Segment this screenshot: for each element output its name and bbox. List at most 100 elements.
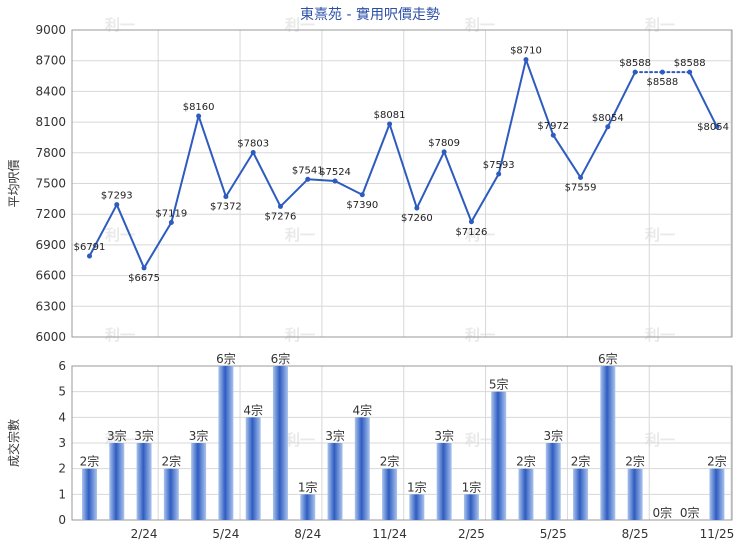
- x-tick-label: 11/25: [700, 527, 735, 541]
- line-data-label: $7390: [346, 200, 378, 211]
- bar-y-tick-label: 4: [58, 410, 66, 424]
- bar: [545, 443, 561, 520]
- line-y-tick-label: 8700: [35, 54, 66, 68]
- line-y-tick-label: 6300: [35, 299, 66, 313]
- line-y-tick-label: 7800: [35, 146, 66, 160]
- line-point: [277, 203, 283, 209]
- bar-data-label: 5宗: [489, 377, 509, 392]
- bar: [382, 468, 398, 520]
- line-point: [468, 219, 474, 225]
- watermark-text: 利一: [645, 226, 675, 244]
- line-data-label: $7524: [319, 167, 351, 178]
- bar-data-label: 1宗: [462, 479, 482, 494]
- line-data-label: $7126: [456, 227, 488, 238]
- bar: [709, 468, 725, 520]
- line-segment: [361, 123, 391, 196]
- line-segment: [415, 150, 446, 210]
- x-tick-label: 2/25: [458, 527, 485, 541]
- line-point: [250, 149, 256, 155]
- bar-y-tick-label: 6: [58, 359, 66, 373]
- line-segment: [224, 151, 255, 198]
- line-segment: [688, 71, 718, 128]
- line-point: [114, 202, 120, 208]
- line-point: [141, 265, 147, 271]
- x-tick-label: 11/24: [372, 527, 407, 541]
- line-point: [523, 57, 529, 63]
- x-tick-label: 8/24: [294, 527, 321, 541]
- line-data-label: $6791: [74, 242, 106, 253]
- line-data-label: $7260: [401, 213, 433, 224]
- bar-data-label: 6宗: [216, 351, 236, 366]
- line-segment: [524, 58, 555, 137]
- line-data-label: $7559: [565, 182, 597, 193]
- line-point: [687, 69, 693, 75]
- bar-panel: 6 5 4 3 2 1 0 成交宗數 2宗 3宗 3宗 2宗 3宗 6宗 4宗 6宗 1宗 3宗 4宗 2宗 1宗 3宗 1…: [6, 351, 734, 541]
- line-data-label: $8588: [674, 58, 706, 69]
- line-segment: [334, 180, 364, 196]
- line-data-label: $7372: [210, 202, 242, 213]
- bar: [300, 494, 316, 520]
- line-panel: 9000 8700 8400 8100 7800 7500 7200 6900 6600 6300…: [7, 23, 733, 344]
- watermark-text: 利一: [465, 226, 495, 244]
- bar: [463, 494, 479, 520]
- line-data-label: $7293: [101, 191, 133, 202]
- bar: [191, 443, 207, 520]
- line-data-label: $6675: [128, 273, 160, 284]
- line-segment: [197, 114, 227, 198]
- bar-y-axis-label: 成交宗數: [6, 419, 21, 467]
- bar-data-label: 3宗: [434, 428, 454, 443]
- bar: [272, 366, 288, 520]
- line-y-tick-label: 6900: [35, 238, 66, 252]
- bar: [600, 366, 616, 520]
- bar: [518, 468, 534, 520]
- line-point: [496, 171, 502, 177]
- bar-data-label: 2宗: [80, 454, 100, 469]
- bar-data-label: 4宗: [243, 402, 263, 417]
- line-segment: [279, 178, 309, 208]
- watermark-text: 利一: [285, 226, 315, 244]
- line-segment: [170, 114, 200, 224]
- bar-data-label: 2宗: [516, 454, 536, 469]
- line-data-label: $8710: [510, 46, 542, 57]
- watermark-text: 利一: [285, 431, 315, 449]
- line-segment: [388, 123, 418, 210]
- line-segment: [497, 58, 527, 175]
- bar: [573, 468, 589, 520]
- bar-data-label: 3宗: [134, 428, 154, 443]
- line-segment: [88, 203, 118, 258]
- bar-y-tick-label: 0: [58, 513, 66, 527]
- bar: [245, 417, 261, 520]
- bar: [82, 468, 97, 520]
- bar: [218, 366, 234, 520]
- line-point: [578, 174, 584, 180]
- bar: [409, 494, 425, 520]
- line-segment: [470, 172, 500, 223]
- bar-data-label: 6宗: [271, 351, 291, 366]
- line-point: [332, 178, 338, 184]
- line-point: [632, 69, 638, 75]
- bar-data-label: 0宗: [653, 505, 673, 520]
- line-data-label: $7541: [292, 165, 324, 176]
- line-y-tick-label: 8400: [35, 84, 66, 98]
- line-point: [605, 124, 611, 130]
- line-data-label: $8054: [592, 113, 624, 124]
- bar-data-label: 2宗: [707, 454, 727, 469]
- line-point: [659, 69, 665, 75]
- line-y-tick-label: 7200: [35, 207, 66, 221]
- line-segment: [252, 151, 282, 208]
- watermark-text: 利一: [465, 16, 495, 34]
- line-data-label: $7803: [237, 138, 269, 149]
- bar-data-label: 3宗: [107, 428, 127, 443]
- watermark-text: 利一: [465, 431, 495, 449]
- bar: [327, 443, 343, 520]
- line-point: [714, 124, 720, 130]
- watermark-text: 利一: [645, 431, 675, 449]
- line-data-label: $8588: [646, 77, 678, 88]
- bar-y-tick-label: 2: [58, 462, 66, 476]
- watermark-text: 利一: [105, 16, 135, 34]
- line-point: [196, 113, 202, 119]
- line-y-tick-label: 8100: [35, 115, 66, 129]
- bar: [109, 443, 125, 520]
- line-point: [550, 132, 556, 138]
